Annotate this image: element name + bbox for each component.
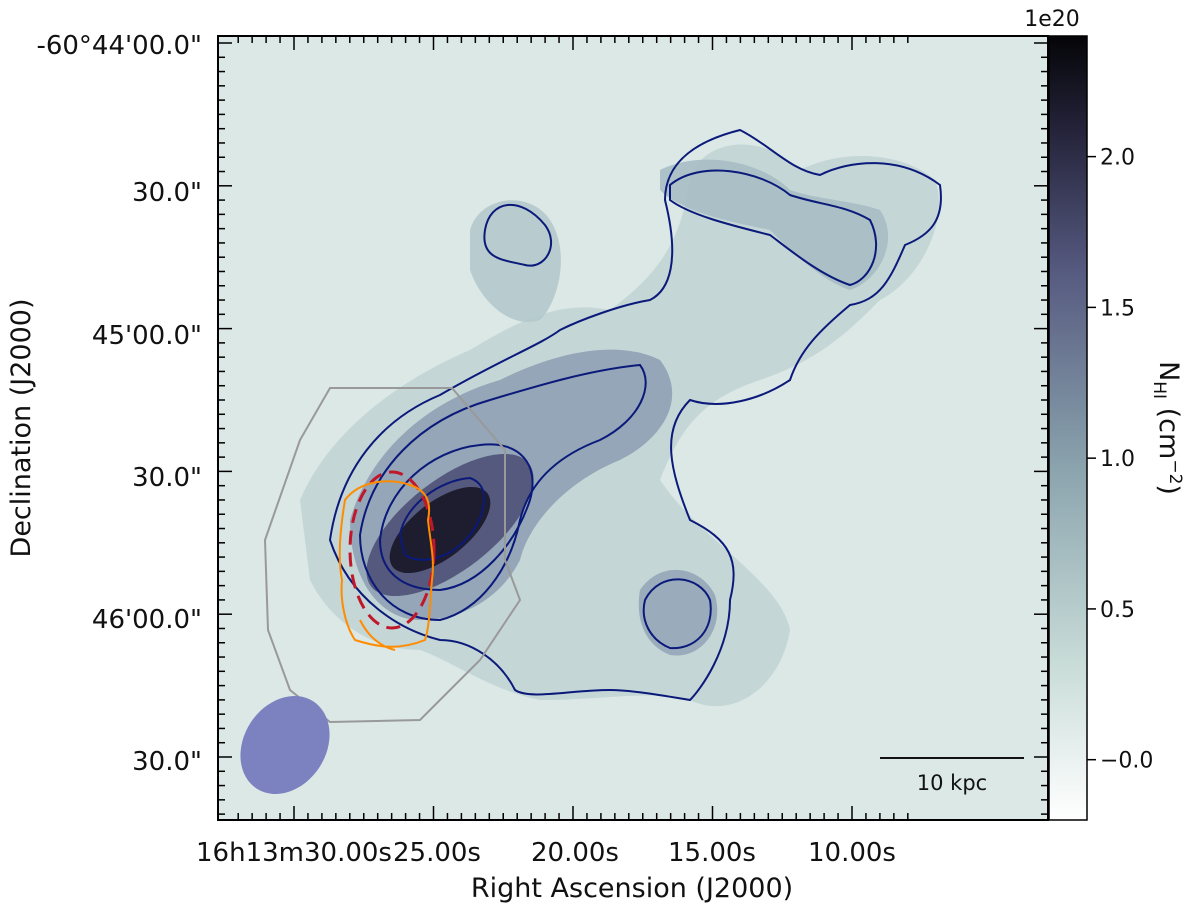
colorbar-label-main: N <box>1153 361 1184 381</box>
x-axis-title: Right Ascension (J2000) <box>471 873 793 904</box>
optical-contour <box>338 480 434 651</box>
hi-contour-level-3 <box>378 443 534 592</box>
axis-ticks <box>218 36 1048 820</box>
colorbar-label-exp: −2 <box>1165 459 1185 484</box>
scale-bar-label: 10 kpc <box>917 771 987 795</box>
hi-emission-east-ridge <box>660 159 889 290</box>
x-tick-label: 15.00s <box>668 838 756 868</box>
image-layer: 10 kpc <box>240 128 1024 795</box>
beam-ellipse <box>240 696 330 794</box>
y-tick-label: 30.0" <box>132 463 202 493</box>
colorbar-tick-label: 1.5 <box>1100 296 1135 321</box>
colorbar-label-close: ) <box>1153 484 1184 495</box>
hi-emission-se-clump <box>638 569 718 656</box>
colorbar <box>1048 35 1088 821</box>
colorbar-tick-label: −0.0 <box>1100 749 1153 774</box>
hi-contour-level-1-north <box>483 204 552 267</box>
hi-contour-level-2 <box>358 363 647 622</box>
x-tick-labels: 16h13m30.00s 25.00s 20.00s 15.00s 10.00s <box>196 838 896 868</box>
colorbar-label: NHI (cm−2) <box>1149 361 1185 495</box>
y-tick-labels: -60°44'00.0" 30.0" 45'00.0" 30.0" 46'00.… <box>36 31 202 777</box>
x-tick-label: 25.00s <box>393 838 481 868</box>
colorbar-tick-label: 0.5 <box>1100 598 1135 623</box>
y-tick-label: 30.0" <box>132 747 202 777</box>
y-axis-title: Declination (J2000) <box>6 299 37 558</box>
x-tick-label: 16h13m30.00s <box>196 838 392 868</box>
x-tick-label: 20.00s <box>531 838 619 868</box>
hi-emission-northern-blob <box>470 200 561 322</box>
y-tick-label: 30.0" <box>132 178 202 208</box>
colorbar-label-unit: (cm <box>1153 399 1184 459</box>
colorbar-ticks: −0.0 0.5 1.0 1.5 2.0 <box>1087 146 1153 774</box>
colorbar-tick-label: 1.0 <box>1100 447 1135 472</box>
footprint-outline <box>263 387 522 724</box>
colorbar-tick-label: 2.0 <box>1100 146 1135 171</box>
hi-contours <box>328 128 942 702</box>
y-tick-label: 45'00.0" <box>92 321 202 351</box>
dashed-ellipse <box>348 470 436 630</box>
colorbar-offset-text: 1e20 <box>1024 7 1080 32</box>
x-tick-label: 10.00s <box>808 838 896 868</box>
hi-emission-core-inner <box>389 486 491 574</box>
hi-contour-level-2-se <box>642 578 712 650</box>
hi-contour-level-2-east <box>669 169 878 287</box>
y-tick-label: 46'00.0" <box>92 605 202 635</box>
y-tick-label: -60°44'00.0" <box>36 31 202 61</box>
hi-contour-level-1 <box>328 128 942 702</box>
colorbar-label-sub: HI <box>1149 381 1169 399</box>
